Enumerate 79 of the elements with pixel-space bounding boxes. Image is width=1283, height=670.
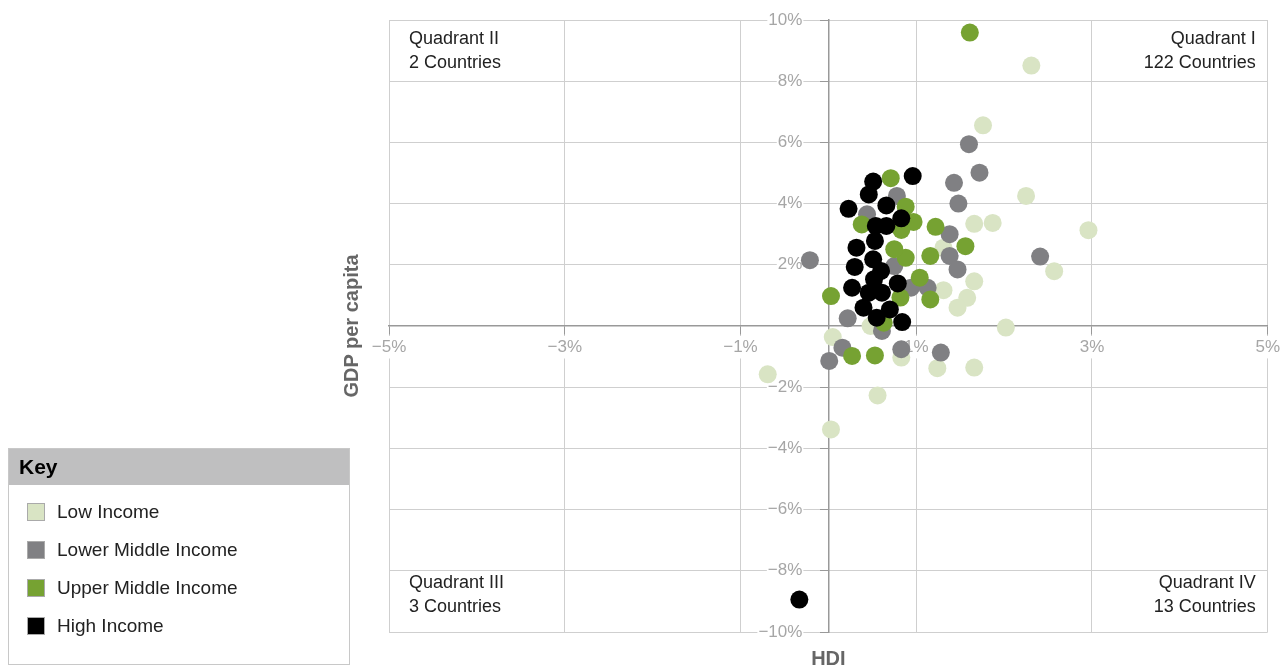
- point: [821, 287, 840, 306]
- x-tick-label: −1%: [723, 336, 758, 356]
- point: [1022, 56, 1041, 75]
- point: [1017, 186, 1036, 205]
- point: [949, 194, 968, 213]
- point: [965, 272, 984, 291]
- legend-label: Upper Middle Income: [57, 577, 238, 599]
- point: [868, 386, 887, 405]
- x-tick-label: −5%: [371, 336, 407, 356]
- y-tick-label: −4%: [767, 438, 803, 458]
- legend-title: Key: [9, 449, 349, 485]
- point: [859, 185, 878, 204]
- point: [948, 260, 967, 279]
- point: [960, 23, 979, 42]
- point: [821, 420, 840, 439]
- point: [1079, 221, 1098, 240]
- point: [800, 251, 819, 270]
- x-axis-title: HDI: [811, 646, 846, 669]
- point: [983, 213, 1002, 232]
- point: [1031, 247, 1050, 266]
- annotation: Quadrant IV 13 Countries: [1153, 571, 1256, 616]
- y-tick-label: −6%: [767, 499, 803, 519]
- point: [926, 217, 945, 236]
- annotation: Quadrant II 2 Countries: [409, 27, 502, 72]
- point: [893, 313, 912, 332]
- point: [934, 281, 953, 300]
- point: [931, 343, 950, 362]
- legend-label: High Income: [57, 615, 164, 637]
- point: [965, 358, 984, 377]
- point: [910, 268, 929, 287]
- point: [965, 214, 984, 233]
- point: [888, 274, 907, 293]
- y-tick-label: −2%: [767, 376, 803, 396]
- x-tick-label: 3%: [1079, 336, 1105, 356]
- y-tick-label: 10%: [768, 9, 803, 29]
- point: [921, 290, 940, 309]
- legend-label: Lower Middle Income: [57, 539, 238, 561]
- point: [877, 196, 896, 215]
- y-tick-label: 6%: [777, 132, 803, 152]
- y-tick-label: −10%: [758, 621, 803, 641]
- point: [867, 308, 886, 327]
- point: [892, 209, 911, 228]
- annotation: Quadrant I 122 Countries: [1143, 27, 1256, 72]
- point: [970, 163, 989, 182]
- point: [945, 173, 964, 192]
- point: [881, 169, 900, 188]
- point: [940, 225, 959, 244]
- annotation: Quadrant III 3 Countries: [409, 571, 505, 616]
- point: [839, 199, 858, 218]
- point: [959, 135, 978, 154]
- y-tick-label: 8%: [777, 70, 803, 90]
- point: [956, 237, 975, 256]
- point: [843, 278, 862, 297]
- y-tick-label: 4%: [777, 193, 803, 213]
- point: [865, 231, 884, 250]
- point: [854, 298, 873, 317]
- point: [974, 116, 993, 135]
- point: [847, 238, 866, 257]
- point: [928, 359, 947, 378]
- point: [1045, 262, 1064, 281]
- y-axis-title: GDP per capita: [339, 253, 362, 398]
- point: [843, 346, 862, 365]
- point: [820, 351, 839, 370]
- y-tick-label: 2%: [777, 254, 803, 274]
- x-tick-label: 5%: [1255, 336, 1280, 356]
- legend-label: Low Income: [57, 501, 160, 523]
- x-tick-label: −3%: [547, 336, 582, 356]
- y-tick-label: −8%: [767, 560, 803, 580]
- point: [865, 346, 884, 365]
- point: [838, 309, 857, 328]
- point: [948, 298, 967, 317]
- point: [885, 240, 904, 259]
- point: [845, 257, 864, 276]
- point: [921, 246, 940, 265]
- point: [940, 246, 959, 265]
- point: [880, 300, 899, 319]
- point: [996, 318, 1015, 337]
- point: [903, 167, 922, 186]
- point: [790, 590, 809, 609]
